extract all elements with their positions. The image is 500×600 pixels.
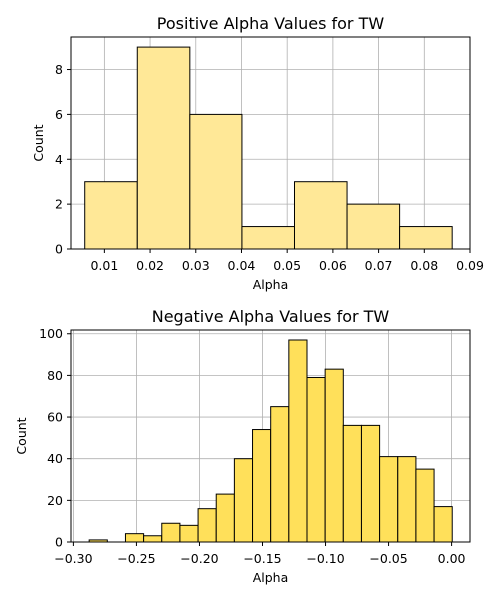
x-ticks: −0.30 −0.25 −0.20 −0.15 −0.10 −0.05 0.00 [54,542,466,566]
x-tick-label: −0.20 [180,551,218,566]
chart-title: Negative Alpha Values for TW [152,307,390,326]
chart-title: Positive Alpha Values for TW [157,14,385,33]
y-tick-label: 0 [55,242,63,257]
histogram-bar [270,406,290,543]
histogram-bar [433,506,453,543]
y-ticks: 0 2 4 6 8 [55,62,71,257]
histogram-bar [293,181,348,250]
x-tick-label: 0.07 [365,258,393,273]
y-tick-label: 0 [55,535,63,550]
histogram-bar [124,533,145,543]
plot-frame [70,36,471,250]
histogram-bar [143,535,163,543]
histogram-bar [397,456,417,543]
histogram-bar [346,203,401,250]
histogram-bar [324,368,344,543]
y-tick-label: 6 [55,107,63,122]
x-ticks: 0.01 0.02 0.03 0.04 0.05 0.06 0.07 0.08 0.09 [90,249,484,273]
x-tick-label: −0.25 [117,551,155,566]
x-tick-label: −0.15 [243,551,281,566]
negative-alpha-chart: Negative Alpha Values for TW −0.30 −0.25−… [14,307,471,585]
x-tick-label: 0.05 [273,258,301,273]
x-tick-label: −0.05 [369,551,407,566]
histogram-bar [415,468,435,543]
x-axis-label: Alpha [253,277,289,292]
x-tick-label: 0.02 [136,258,164,273]
x-tick-label: 0.08 [410,258,438,273]
x-tick-label: 0.03 [182,258,210,273]
histogram-bar [84,181,138,250]
histogram-bar [288,339,308,543]
histogram-bar [342,424,362,543]
x-tick-label: 0.04 [228,258,256,273]
positive-alpha-chart: Positive Alpha Values for TW 0.01 0.02 0.0… [31,14,484,292]
histogram-bar [189,113,243,250]
bars [88,339,453,543]
y-axis-label: Count [31,124,46,161]
x-axis-label: Alpha [253,570,289,585]
histogram-bar [179,524,199,543]
histogram-bar [252,429,272,543]
x-tick-label: 0.01 [90,258,118,273]
y-tick-label: 40 [47,451,63,466]
y-axis-label: Count [14,417,29,454]
histogram-bar [306,376,326,543]
x-tick-label: 0.09 [456,258,484,273]
y-tick-label: 80 [47,368,63,383]
x-tick-label: 0.06 [319,258,347,273]
bars [84,46,453,250]
y-tick-label: 20 [47,493,63,508]
x-tick-label: −0.30 [54,551,92,566]
histogram-bar [136,46,191,250]
y-tick-label: 8 [55,62,63,77]
y-tick-label: 60 [47,410,63,425]
y-ticks: 0 20 40 60 80 100 [39,326,71,550]
x-tick-label: 0.00 [438,551,466,566]
histogram-bar [360,424,381,543]
histogram-bar [379,456,399,543]
histogram-bar [233,458,254,543]
histogram-bar [215,493,235,543]
histogram-bar [197,508,217,543]
x-tick-label: −0.10 [306,551,344,566]
histogram-bar [241,226,295,250]
y-tick-label: 2 [55,197,63,212]
histogram-bar [399,226,453,250]
y-tick-label: 4 [55,152,63,167]
plot-frame [70,329,471,543]
histogram-bar [161,522,181,543]
y-tick-label: 100 [39,326,63,341]
